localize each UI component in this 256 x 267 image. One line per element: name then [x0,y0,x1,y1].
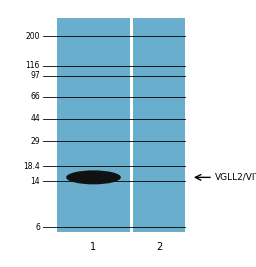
Text: 97: 97 [30,71,40,80]
Text: 44: 44 [30,114,40,123]
Text: 29: 29 [30,137,40,146]
Text: 116: 116 [26,61,40,70]
Text: MW: MW [25,0,40,1]
Ellipse shape [66,170,121,184]
Text: 6: 6 [35,223,40,232]
Text: 1: 1 [90,242,97,252]
Text: 66: 66 [30,92,40,101]
Bar [133,18,185,232]
Text: 18.4: 18.4 [23,162,40,171]
Text: 2: 2 [156,242,162,252]
Bar [57,18,130,232]
Text: 14: 14 [30,177,40,186]
Text: VGLL2/VITO1: VGLL2/VITO1 [215,173,256,182]
Text: 200: 200 [26,32,40,41]
